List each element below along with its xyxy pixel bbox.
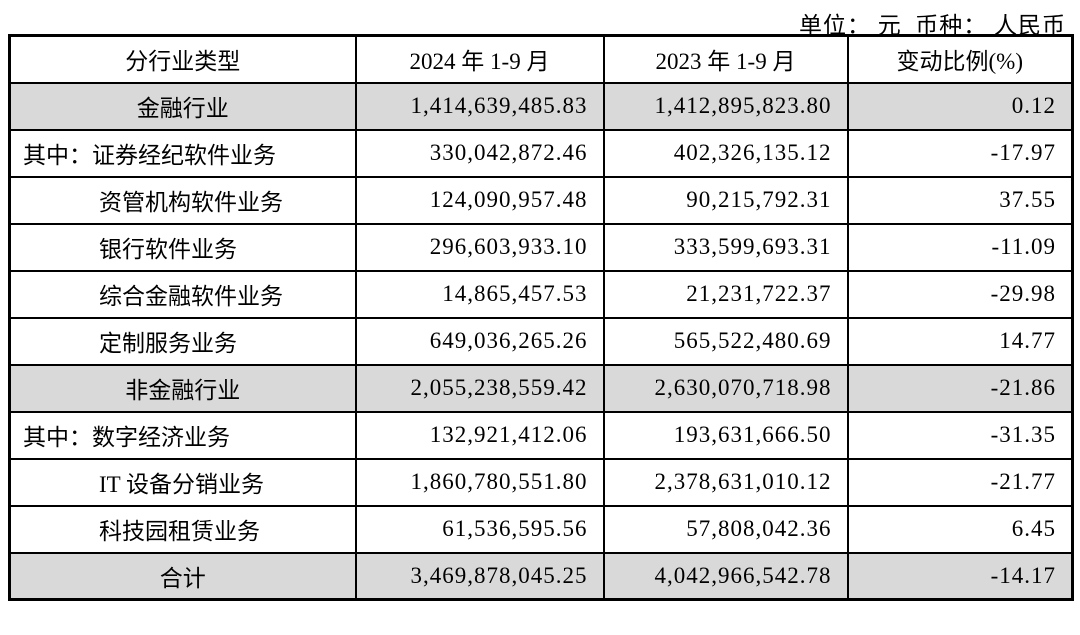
industry-cell: 定制服务业务 — [8, 316, 357, 366]
value-2024-cell: 61,536,595.56 — [354, 504, 605, 554]
change-cell: -14.17 — [846, 551, 1074, 601]
value-2024-cell: 1,414,639,485.83 — [354, 81, 605, 131]
industry-cell: IT 设备分销业务 — [8, 457, 357, 507]
change-cell: 6.45 — [846, 504, 1074, 554]
value-2024-cell: 124,090,957.48 — [354, 175, 605, 225]
value-2023-cell: 565,522,480.69 — [602, 316, 849, 366]
table-row-tech-park-leasing: 科技园租赁业务 61,536,595.56 57,808,042.36 6.45 — [8, 504, 1074, 554]
value-2023-cell: 57,808,042.36 — [602, 504, 849, 554]
table-row-it-equipment-distribution: IT 设备分销业务 1,860,780,551.80 2,378,631,010… — [8, 457, 1074, 507]
value-2024-cell: 296,603,933.10 — [354, 222, 605, 272]
change-cell: -21.77 — [846, 457, 1074, 507]
industry-revenue-table: 分行业类型 2024 年 1-9 月 2023 年 1-9 月 变动比例(%) … — [8, 34, 1074, 601]
change-cell: 0.12 — [846, 81, 1074, 131]
table-row-integrated-finance-software: 综合金融软件业务 14,865,457.53 21,231,722.37 -29… — [8, 269, 1074, 319]
value-2024-cell: 1,860,780,551.80 — [354, 457, 605, 507]
industry-cell: 银行软件业务 — [8, 222, 357, 272]
industry-cell: 非金融行业 — [8, 363, 357, 413]
value-2024-cell: 330,042,872.46 — [354, 128, 605, 178]
unit-currency-note: 单位： 元 币种： 人民币 — [799, 13, 1066, 38]
industry-cell: 综合金融软件业务 — [8, 269, 357, 319]
table-row-securities-brokerage-software: 其中：证券经纪软件业务 330,042,872.46 402,326,135.1… — [8, 128, 1074, 178]
change-cell: -31.35 — [846, 410, 1074, 460]
value-2023-cell: 333,599,693.31 — [602, 222, 849, 272]
value-2023-cell: 90,215,792.31 — [602, 175, 849, 225]
header-change-percent: 变动比例(%) — [846, 34, 1074, 84]
table-row-total: 合计 3,469,878,045.25 4,042,966,542.78 -14… — [8, 551, 1074, 601]
table-row-financial-industry: 金融行业 1,414,639,485.83 1,412,895,823.80 0… — [8, 81, 1074, 131]
change-cell: 14.77 — [846, 316, 1074, 366]
industry-cell: 其中：证券经纪软件业务 — [8, 128, 357, 178]
value-2024-cell: 2,055,238,559.42 — [354, 363, 605, 413]
change-cell: -21.86 — [846, 363, 1074, 413]
value-2023-cell: 1,412,895,823.80 — [602, 81, 849, 131]
value-2024-cell: 3,469,878,045.25 — [354, 551, 605, 601]
table-row-non-financial-industry: 非金融行业 2,055,238,559.42 2,630,070,718.98 … — [8, 363, 1074, 413]
table-header-row: 分行业类型 2024 年 1-9 月 2023 年 1-9 月 变动比例(%) — [8, 34, 1074, 84]
industry-cell: 其中：数字经济业务 — [8, 410, 357, 460]
value-2023-cell: 21,231,722.37 — [602, 269, 849, 319]
value-2023-cell: 402,326,135.12 — [602, 128, 849, 178]
industry-cell: 金融行业 — [8, 81, 357, 131]
change-cell: -17.97 — [846, 128, 1074, 178]
value-2023-cell: 4,042,966,542.78 — [602, 551, 849, 601]
table-row-digital-economy: 其中：数字经济业务 132,921,412.06 193,631,666.50 … — [8, 410, 1074, 460]
industry-cell: 科技园租赁业务 — [8, 504, 357, 554]
value-2023-cell: 2,630,070,718.98 — [602, 363, 849, 413]
value-2024-cell: 649,036,265.26 — [354, 316, 605, 366]
change-cell: -11.09 — [846, 222, 1074, 272]
header-industry-type: 分行业类型 — [8, 34, 357, 84]
value-2024-cell: 14,865,457.53 — [354, 269, 605, 319]
industry-cell: 资管机构软件业务 — [8, 175, 357, 225]
table-row-banking-software: 银行软件业务 296,603,933.10 333,599,693.31 -11… — [8, 222, 1074, 272]
header-period-2023: 2023 年 1-9 月 — [602, 34, 849, 84]
table-row-custom-services: 定制服务业务 649,036,265.26 565,522,480.69 14.… — [8, 316, 1074, 366]
header-period-2024: 2024 年 1-9 月 — [354, 34, 605, 84]
value-2023-cell: 2,378,631,010.12 — [602, 457, 849, 507]
change-cell: 37.55 — [846, 175, 1074, 225]
value-2023-cell: 193,631,666.50 — [602, 410, 849, 460]
value-2024-cell: 132,921,412.06 — [354, 410, 605, 460]
industry-cell: 合计 — [8, 551, 357, 601]
change-cell: -29.98 — [846, 269, 1074, 319]
table-row-asset-management-software: 资管机构软件业务 124,090,957.48 90,215,792.31 37… — [8, 175, 1074, 225]
